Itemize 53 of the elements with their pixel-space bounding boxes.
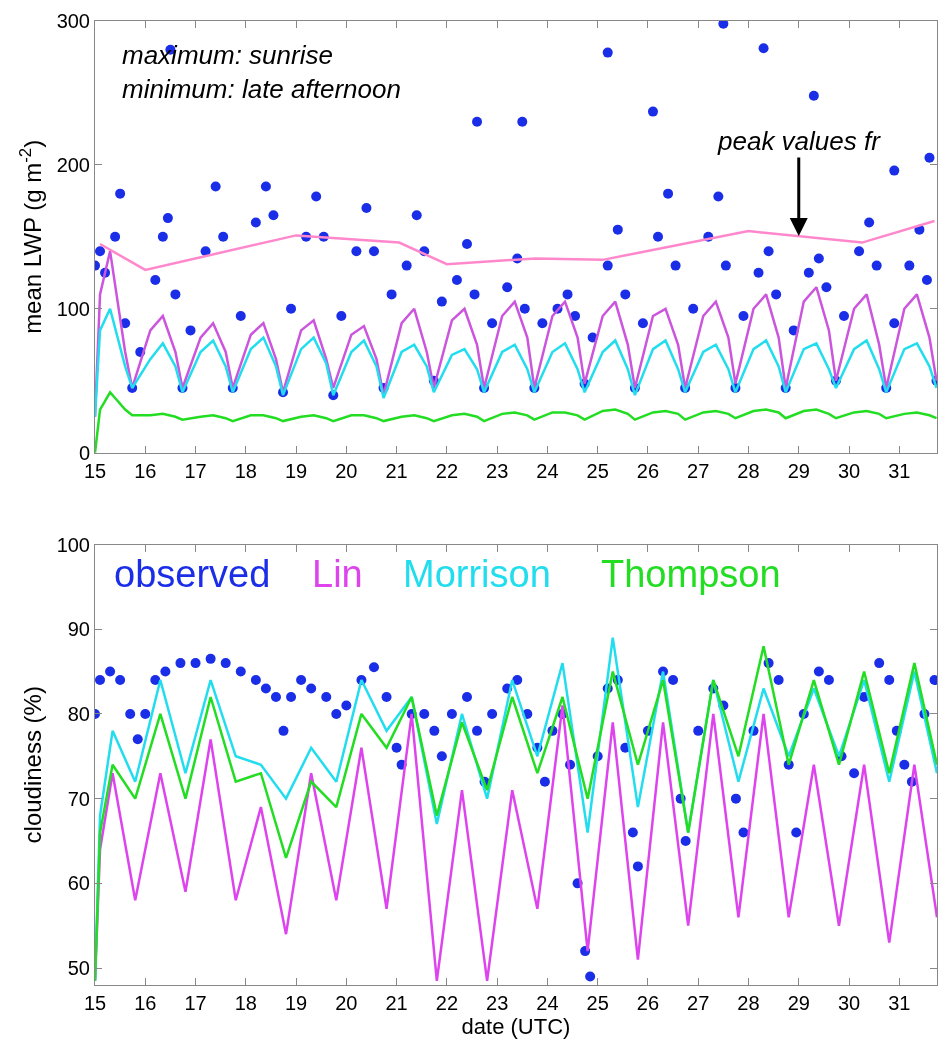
x-tick-label: 21 bbox=[385, 992, 408, 1014]
series-label: Thompson bbox=[601, 553, 781, 595]
x-tick-label: 17 bbox=[184, 459, 207, 482]
y-tick-label: 70 bbox=[67, 787, 90, 810]
x-tick-label: 26 bbox=[636, 992, 660, 1014]
x-tick-label: 22 bbox=[435, 992, 459, 1014]
x-tick-label: 19 bbox=[284, 459, 308, 482]
y-tick-label: 100 bbox=[56, 533, 90, 556]
x-tick-label: 28 bbox=[737, 459, 760, 482]
x-tick-label: 20 bbox=[335, 459, 358, 482]
x-tick-label: 25 bbox=[586, 459, 609, 482]
x-tick-label: 28 bbox=[737, 992, 760, 1014]
x-tick-label: 27 bbox=[687, 459, 710, 482]
x-tick-label: 19 bbox=[284, 992, 308, 1014]
x-tick-label: 30 bbox=[837, 459, 861, 482]
x-tick-label: 21 bbox=[385, 459, 408, 482]
x-tick-label: 29 bbox=[787, 459, 810, 482]
x-tick-label: 27 bbox=[687, 992, 710, 1014]
annotation: maximum: sunrise minimum: late afternoon bbox=[122, 40, 401, 104]
x-tick-label: 18 bbox=[234, 459, 257, 482]
series-label: observed bbox=[114, 553, 271, 595]
y-tick-label: 60 bbox=[67, 872, 90, 895]
x-tick-label: 31 bbox=[888, 992, 911, 1014]
y-tick-label: 300 bbox=[56, 9, 90, 32]
x-tick-label: 18 bbox=[234, 992, 257, 1014]
text: Lin bbox=[312, 553, 363, 595]
y-tick-label: 50 bbox=[67, 957, 90, 980]
x-tick-label: 23 bbox=[486, 459, 509, 482]
x-tick-label: 31 bbox=[888, 459, 911, 482]
x-tick-label: 15 bbox=[83, 992, 107, 1014]
x-tick-label: 30 bbox=[837, 992, 861, 1014]
y-tick-label: 100 bbox=[56, 297, 90, 320]
line-series bbox=[95, 704, 937, 983]
x-tick-label: 22 bbox=[435, 459, 459, 482]
line-series bbox=[95, 307, 937, 418]
x-tick-label: 25 bbox=[586, 992, 609, 1014]
y-axis-title: cloudiness (%) bbox=[18, 686, 46, 844]
x-tick-label: 24 bbox=[536, 992, 559, 1014]
x-axis-title: date (UTC) bbox=[461, 1014, 571, 1039]
x-tick-label: 24 bbox=[536, 459, 559, 482]
line-series bbox=[95, 391, 937, 453]
y-tick-label: 80 bbox=[67, 702, 90, 725]
y-tick-label: 200 bbox=[56, 153, 90, 176]
series-label: Morrison bbox=[403, 553, 551, 595]
x-tick-label: 17 bbox=[184, 992, 207, 1014]
x-tick-label: 23 bbox=[486, 992, 509, 1014]
x-tick-label: 16 bbox=[134, 459, 157, 482]
x-tick-label: 29 bbox=[787, 992, 810, 1014]
y-tick-label: 90 bbox=[67, 618, 90, 641]
x-tick-label: 20 bbox=[335, 992, 358, 1014]
annotation: peak values fr bbox=[717, 126, 882, 156]
x-tick-label: 26 bbox=[636, 459, 660, 482]
x-tick-label: 16 bbox=[134, 992, 157, 1014]
